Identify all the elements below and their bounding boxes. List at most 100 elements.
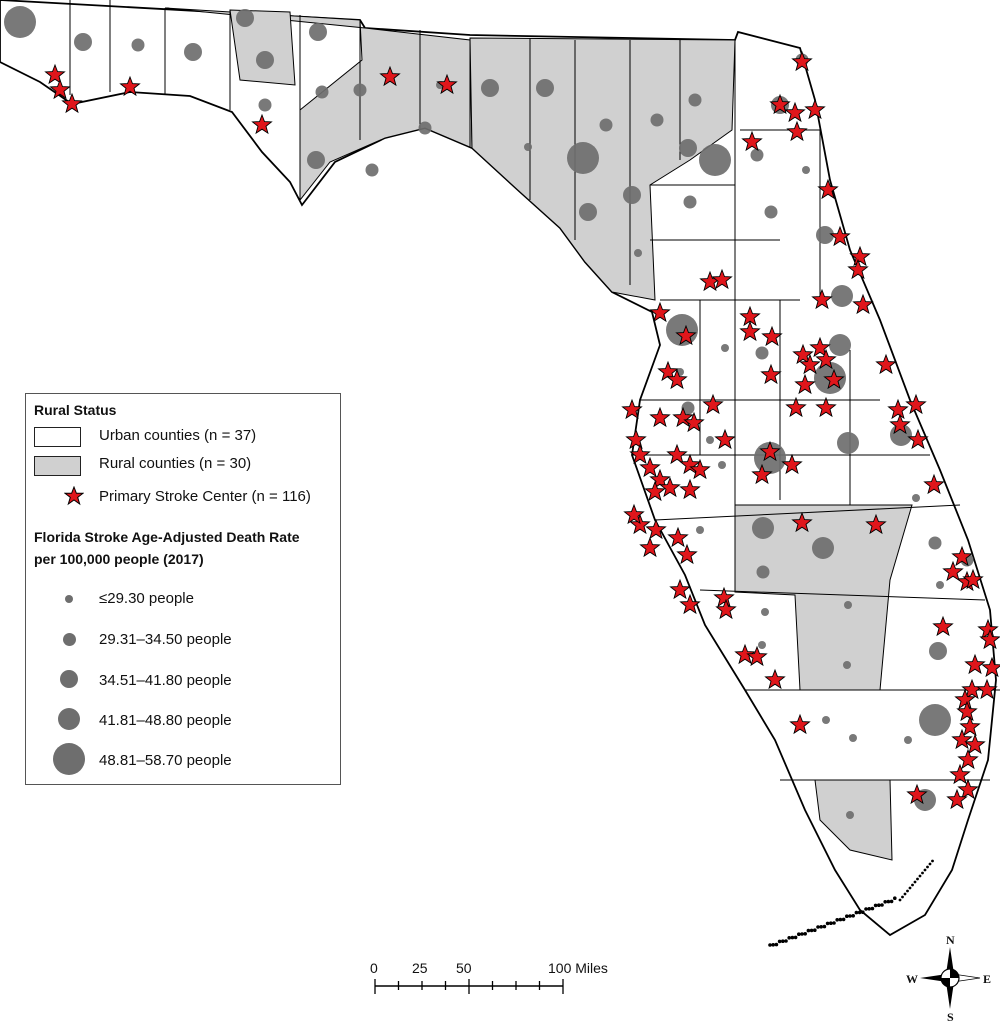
- stroke-center-star: [804, 98, 826, 120]
- stroke-center-star: [799, 353, 821, 375]
- stroke-center-star: [251, 113, 273, 135]
- key-island: [857, 910, 862, 915]
- compass-s: S: [947, 1010, 954, 1024]
- key-island: [886, 899, 891, 904]
- stroke-center-star: [657, 360, 679, 382]
- key-island: [880, 903, 884, 907]
- star-icon: [64, 486, 84, 506]
- key-island: [822, 924, 827, 929]
- death-rate-circle: [752, 517, 774, 539]
- stroke-center-star: [659, 476, 681, 498]
- rural-swatch: [34, 456, 81, 476]
- death-rate-circle: [831, 285, 853, 307]
- key-island: [926, 865, 929, 869]
- key-island: [913, 880, 917, 884]
- key-island: [813, 928, 817, 932]
- key-island: [893, 896, 897, 900]
- stroke-center-star: [702, 393, 724, 415]
- death-rate-circle: [683, 195, 697, 209]
- scale-tick-25: 25: [412, 960, 428, 976]
- stroke-center-star: [847, 258, 869, 280]
- county-border: [654, 504, 961, 521]
- stroke-center-star: [741, 130, 763, 152]
- key-island: [771, 943, 775, 947]
- stroke-center-star: [905, 393, 927, 415]
- compass-n: N: [946, 933, 955, 947]
- stroke-center-star: [951, 545, 973, 567]
- stroke-center-star: [436, 73, 458, 95]
- stroke-center-star: [976, 678, 998, 700]
- death-rate-circle: [315, 85, 329, 99]
- stroke-center-star: [957, 748, 979, 770]
- class-2-label: 29.31–34.50 people: [99, 631, 232, 648]
- key-island: [800, 932, 804, 936]
- key-island: [877, 903, 881, 907]
- key-island: [923, 868, 927, 872]
- death-rate-circle: [481, 79, 499, 97]
- stroke-center-star: [761, 325, 783, 347]
- stroke-center-star: [644, 480, 666, 502]
- death-rate-circle: [579, 203, 597, 221]
- stroke-center-star: [672, 406, 694, 428]
- circle-class-5-icon: [53, 743, 85, 775]
- class-1-label: ≤29.30 people: [99, 590, 194, 607]
- key-island: [854, 910, 859, 915]
- legend-rural-status-title: Rural Status: [34, 402, 117, 418]
- stroke-center-star: [669, 578, 691, 600]
- stroke-center-star: [785, 396, 807, 418]
- stroke-center-star: [959, 715, 981, 737]
- death-rate-circle: [846, 811, 854, 819]
- key-island: [918, 874, 922, 878]
- stroke-center-star: [649, 468, 671, 490]
- stroke-center-star: [379, 65, 401, 87]
- key-island: [797, 932, 801, 936]
- death-rate-circle: [802, 166, 810, 174]
- death-rate-circle: [536, 79, 554, 97]
- county-borders: [69, 0, 1000, 781]
- death-rate-circle: [681, 401, 695, 415]
- stroke-center-star: [119, 75, 141, 97]
- class-5-label: 48.81–58.70 people: [99, 752, 232, 769]
- stroke-center-star: [964, 653, 986, 675]
- stroke-center-markers: [44, 50, 1000, 810]
- circle-class-3-icon: [60, 670, 78, 688]
- stroke-center-star: [889, 413, 911, 435]
- death-rate-circle: [599, 118, 613, 132]
- death-rate-circle: [928, 536, 942, 550]
- death-rate-circle: [812, 537, 834, 559]
- stroke-center-star: [639, 536, 661, 558]
- key-island: [870, 906, 875, 911]
- scale-tick-0: 0: [370, 960, 378, 976]
- stroke-center-star: [784, 101, 806, 123]
- stroke-center-star: [714, 428, 736, 450]
- class-4-label: 41.81–48.80 people: [99, 712, 232, 729]
- circle-class-1-icon: [65, 595, 73, 603]
- stroke-center-star: [621, 398, 643, 420]
- death-rate-circle: [929, 642, 947, 660]
- class-3-label: 34.51–41.80 people: [99, 672, 232, 689]
- stroke-center-star: [792, 343, 814, 365]
- key-island: [867, 907, 871, 911]
- legend-rural-label: Rural counties (n = 30): [99, 455, 252, 472]
- stroke-center-star: [625, 428, 647, 450]
- death-rate-circle: [131, 38, 145, 52]
- stroke-center-star: [979, 628, 1000, 650]
- key-island: [816, 925, 820, 929]
- death-rate-circle: [721, 344, 729, 352]
- key-island: [838, 917, 843, 922]
- key-island: [906, 889, 909, 893]
- stroke-center-star: [781, 453, 803, 475]
- death-rate-circle: [718, 461, 726, 469]
- stroke-center-star: [956, 700, 978, 722]
- death-rate-circle: [849, 734, 857, 742]
- death-rate-circle: [816, 226, 834, 244]
- death-rate-circle: [4, 6, 36, 38]
- key-island: [768, 943, 772, 947]
- stroke-center-star: [751, 463, 773, 485]
- key-island: [806, 928, 811, 933]
- florida-keys: [768, 859, 934, 947]
- stroke-center-star: [645, 518, 667, 540]
- stroke-center-star: [942, 560, 964, 582]
- stroke-center-star: [791, 50, 813, 72]
